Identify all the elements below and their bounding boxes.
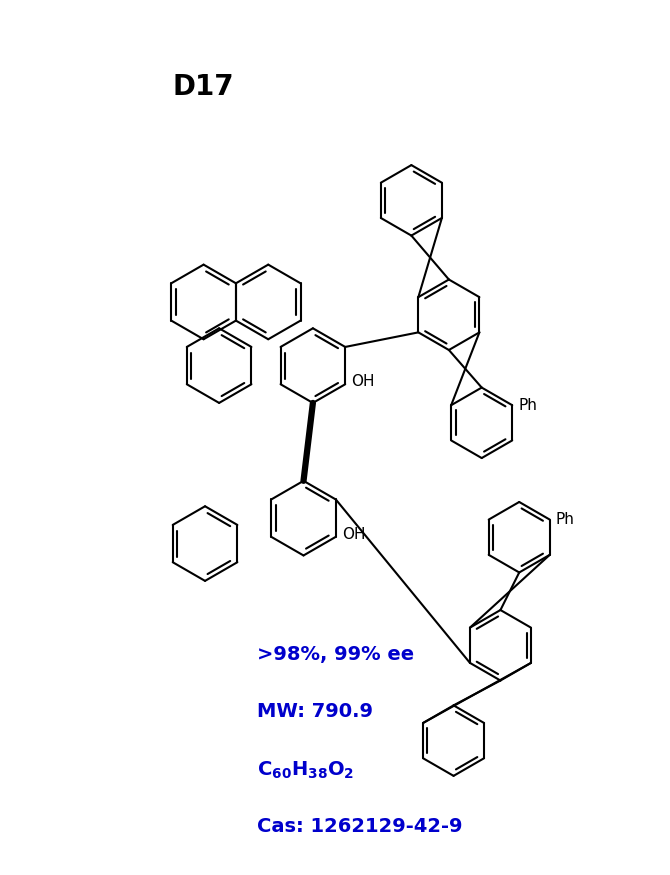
Text: >98%, 99% ee: >98%, 99% ee <box>257 645 414 664</box>
Text: OH: OH <box>352 374 375 389</box>
Text: OH: OH <box>342 527 366 542</box>
Text: D17: D17 <box>172 74 234 102</box>
Text: Ph: Ph <box>556 512 575 527</box>
Text: MW: 790.9: MW: 790.9 <box>257 703 373 722</box>
Text: Cas: 1262129-42-9: Cas: 1262129-42-9 <box>257 817 462 836</box>
Text: $\mathbf{C_{60}H_{38}O_2}$: $\mathbf{C_{60}H_{38}O_2}$ <box>257 760 354 781</box>
Text: Ph: Ph <box>519 397 537 413</box>
